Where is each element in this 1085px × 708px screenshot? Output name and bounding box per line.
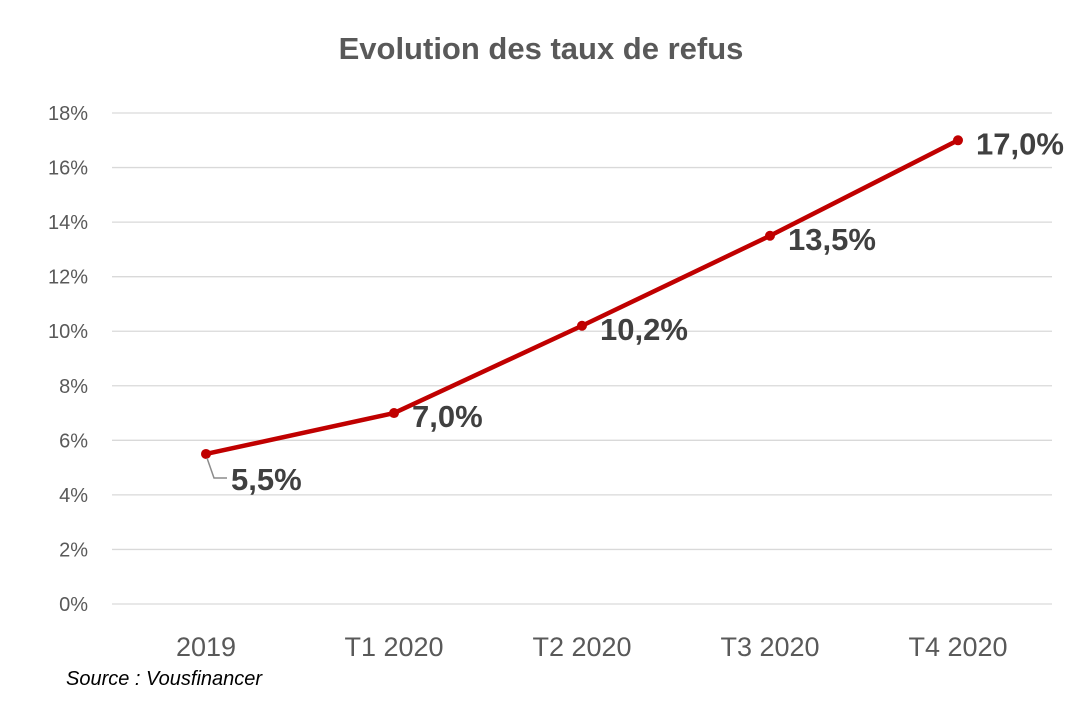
y-tick-label: 14% xyxy=(48,212,88,234)
data-label: 17,0% xyxy=(976,126,1064,161)
data-label: 7,0% xyxy=(412,399,483,434)
x-axis-tick-labels: 2019 T1 2020 T2 2020 T3 2020 T4 2020 xyxy=(176,632,1008,662)
data-label: 10,2% xyxy=(600,312,688,347)
y-tick-label: 4% xyxy=(59,485,88,507)
x-tick-label: T3 2020 xyxy=(720,632,819,662)
gridlines xyxy=(112,112,1052,605)
data-label: 5,5% xyxy=(231,462,302,497)
y-tick-label: 18% xyxy=(48,103,88,125)
y-tick-label: 8% xyxy=(59,376,88,398)
source-note: Source : Vousfinancer xyxy=(66,668,263,690)
data-point-marker xyxy=(201,448,211,459)
x-tick-label: 2019 xyxy=(176,632,236,662)
y-axis-tick-labels: 0% 2% 4% 6% 8% 10% 12% 14% 16% 18% xyxy=(48,103,88,616)
series-line xyxy=(203,138,961,457)
series-refusal-rate xyxy=(201,135,963,459)
data-point-marker xyxy=(953,135,963,146)
y-tick-label: 16% xyxy=(48,158,88,180)
data-label-leader-line xyxy=(206,457,227,479)
x-tick-label: T1 2020 xyxy=(344,632,443,662)
y-tick-label: 6% xyxy=(59,430,88,452)
data-point-marker xyxy=(389,408,399,419)
y-tick-label: 10% xyxy=(48,321,88,343)
data-labels: 5,5% 7,0% 10,2% 13,5% 17,0% xyxy=(206,126,1064,497)
data-label: 13,5% xyxy=(788,222,876,257)
y-tick-label: 0% xyxy=(59,594,88,616)
y-tick-label: 2% xyxy=(59,539,88,561)
data-point-marker xyxy=(765,230,775,241)
x-tick-label: T2 2020 xyxy=(532,632,631,662)
chart-title: Evolution des taux de refus xyxy=(339,31,744,66)
data-point-marker xyxy=(577,320,587,331)
x-tick-label: T4 2020 xyxy=(908,632,1007,662)
y-tick-label: 12% xyxy=(48,267,88,289)
